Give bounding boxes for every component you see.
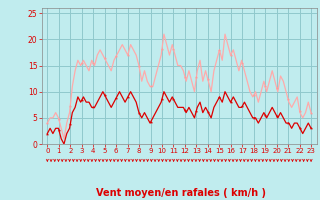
- Text: Vent moyen/en rafales ( km/h ): Vent moyen/en rafales ( km/h ): [96, 188, 266, 198]
